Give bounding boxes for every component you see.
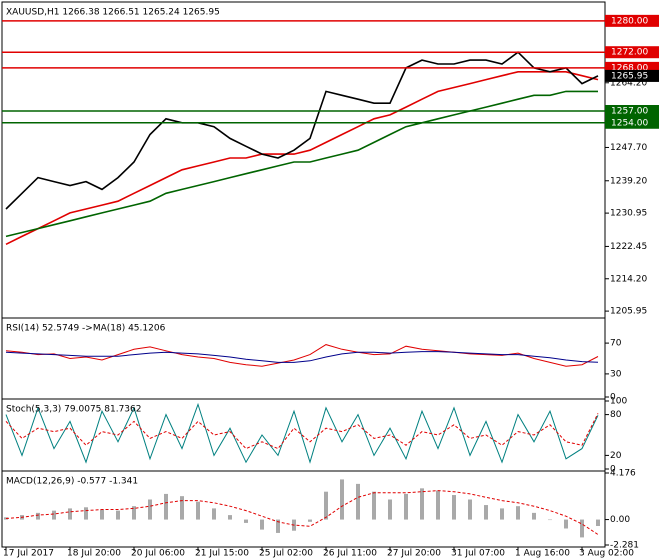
y-tick-label: 0 <box>610 465 616 475</box>
histogram-bar <box>500 508 504 520</box>
y-tick-label: 1230.95 <box>610 209 647 219</box>
histogram-bar <box>196 501 200 520</box>
histogram-bar <box>276 519 280 533</box>
level-label-box <box>605 105 659 118</box>
y-tick-label: 1205.95 <box>610 307 647 317</box>
histogram-bar <box>372 491 376 520</box>
histogram-bar <box>116 510 120 520</box>
histogram-bar <box>180 496 184 520</box>
histogram-bar <box>388 499 392 520</box>
level-label: 1272.00 <box>611 48 648 58</box>
histogram-bar <box>228 515 232 520</box>
level-label: 1254.00 <box>611 118 648 128</box>
histogram-bar <box>340 479 344 520</box>
histogram-bar <box>324 491 328 520</box>
y-tick-label: 1247.70 <box>610 143 647 153</box>
y-tick-label: 30 <box>610 369 622 379</box>
histogram-bar <box>244 519 248 523</box>
histogram-bar <box>100 509 104 520</box>
x-tick-label: 21 Jul 15:00 <box>195 549 249 559</box>
pane-frame <box>1 470 606 548</box>
histogram-bar <box>356 483 360 520</box>
series-line <box>5 490 599 535</box>
series-line <box>5 71 599 246</box>
histogram-bar <box>308 519 312 522</box>
histogram-bar <box>580 519 584 538</box>
price-label: 1265.95 <box>611 71 648 81</box>
price-label-box <box>605 69 659 82</box>
series-line <box>5 51 599 210</box>
histogram-bar <box>84 507 88 520</box>
x-tick-label: 17 Jul 2017 <box>3 549 54 559</box>
x-tick-label: 31 Jul 07:00 <box>451 549 505 559</box>
histogram-bar <box>468 499 472 520</box>
x-tick-label: 18 Jul 20:00 <box>67 549 121 559</box>
histogram-bar <box>420 488 424 520</box>
level-label: 1268.00 <box>611 63 648 73</box>
histogram-bar <box>436 490 440 520</box>
x-tick-label: 20 Jul 06:00 <box>131 549 185 559</box>
pane-title: XAUUSD,H1 1266.38 1266.51 1265.24 1265.9… <box>6 8 220 18</box>
x-tick-label: 1 Aug 16:00 <box>515 549 570 559</box>
histogram-bar <box>164 493 168 520</box>
series-line <box>5 351 599 363</box>
histogram-bar <box>212 508 216 520</box>
y-tick-label: 100 <box>610 397 627 407</box>
x-tick-label: 3 Aug 02:00 <box>579 549 634 559</box>
histogram-bar <box>52 510 56 520</box>
pane-title: Stoch(5,3,3) 79.0075 81.7362 <box>6 405 141 415</box>
pane-title: MACD(12,26,9) -0.577 -1.341 <box>6 477 138 487</box>
histogram-bar <box>36 512 40 520</box>
y-tick-label: 20 <box>610 451 622 461</box>
series-line <box>5 344 599 367</box>
pane-title: RSI(14) 52.5749 ->MA(18) 45.1206 <box>6 324 166 334</box>
x-tick-label: 27 Jul 20:00 <box>387 549 441 559</box>
series-line <box>5 402 599 464</box>
level-label-box <box>605 46 659 59</box>
y-tick-label: 1264.20 <box>610 78 647 88</box>
y-tick-label: 1214.20 <box>610 274 647 284</box>
histogram-bar <box>452 495 456 520</box>
histogram-bar <box>532 512 536 520</box>
y-tick-label: 0 <box>610 393 616 403</box>
x-tick-label: 25 Jul 02:00 <box>259 549 313 559</box>
histogram-bar <box>548 519 552 521</box>
level-label-box <box>605 116 659 129</box>
histogram-bar <box>148 499 152 520</box>
histogram-bar <box>404 493 408 520</box>
histogram-bar <box>68 508 72 520</box>
histogram-bar <box>484 505 488 520</box>
histogram-bar <box>596 519 600 526</box>
y-tick-label: 0.00 <box>610 515 630 525</box>
histogram-bar <box>132 506 136 520</box>
level-label: 1280.00 <box>611 16 648 26</box>
y-tick-label: 80 <box>610 410 622 420</box>
y-tick-label: 70 <box>610 339 622 349</box>
y-tick-label: 1222.45 <box>610 242 647 252</box>
x-tick-label: 26 Jul 11:00 <box>323 549 377 559</box>
histogram-bar <box>516 506 520 520</box>
series-line <box>5 90 598 238</box>
y-tick-label: 4.176 <box>610 469 636 479</box>
y-tick-label: -2.281 <box>610 541 639 551</box>
y-tick-label: 1239.20 <box>610 176 647 186</box>
level-label-box <box>605 14 659 27</box>
series-line <box>5 413 599 450</box>
level-label: 1257.00 <box>611 107 648 117</box>
histogram-bar <box>564 519 568 529</box>
histogram-bar <box>260 519 264 530</box>
